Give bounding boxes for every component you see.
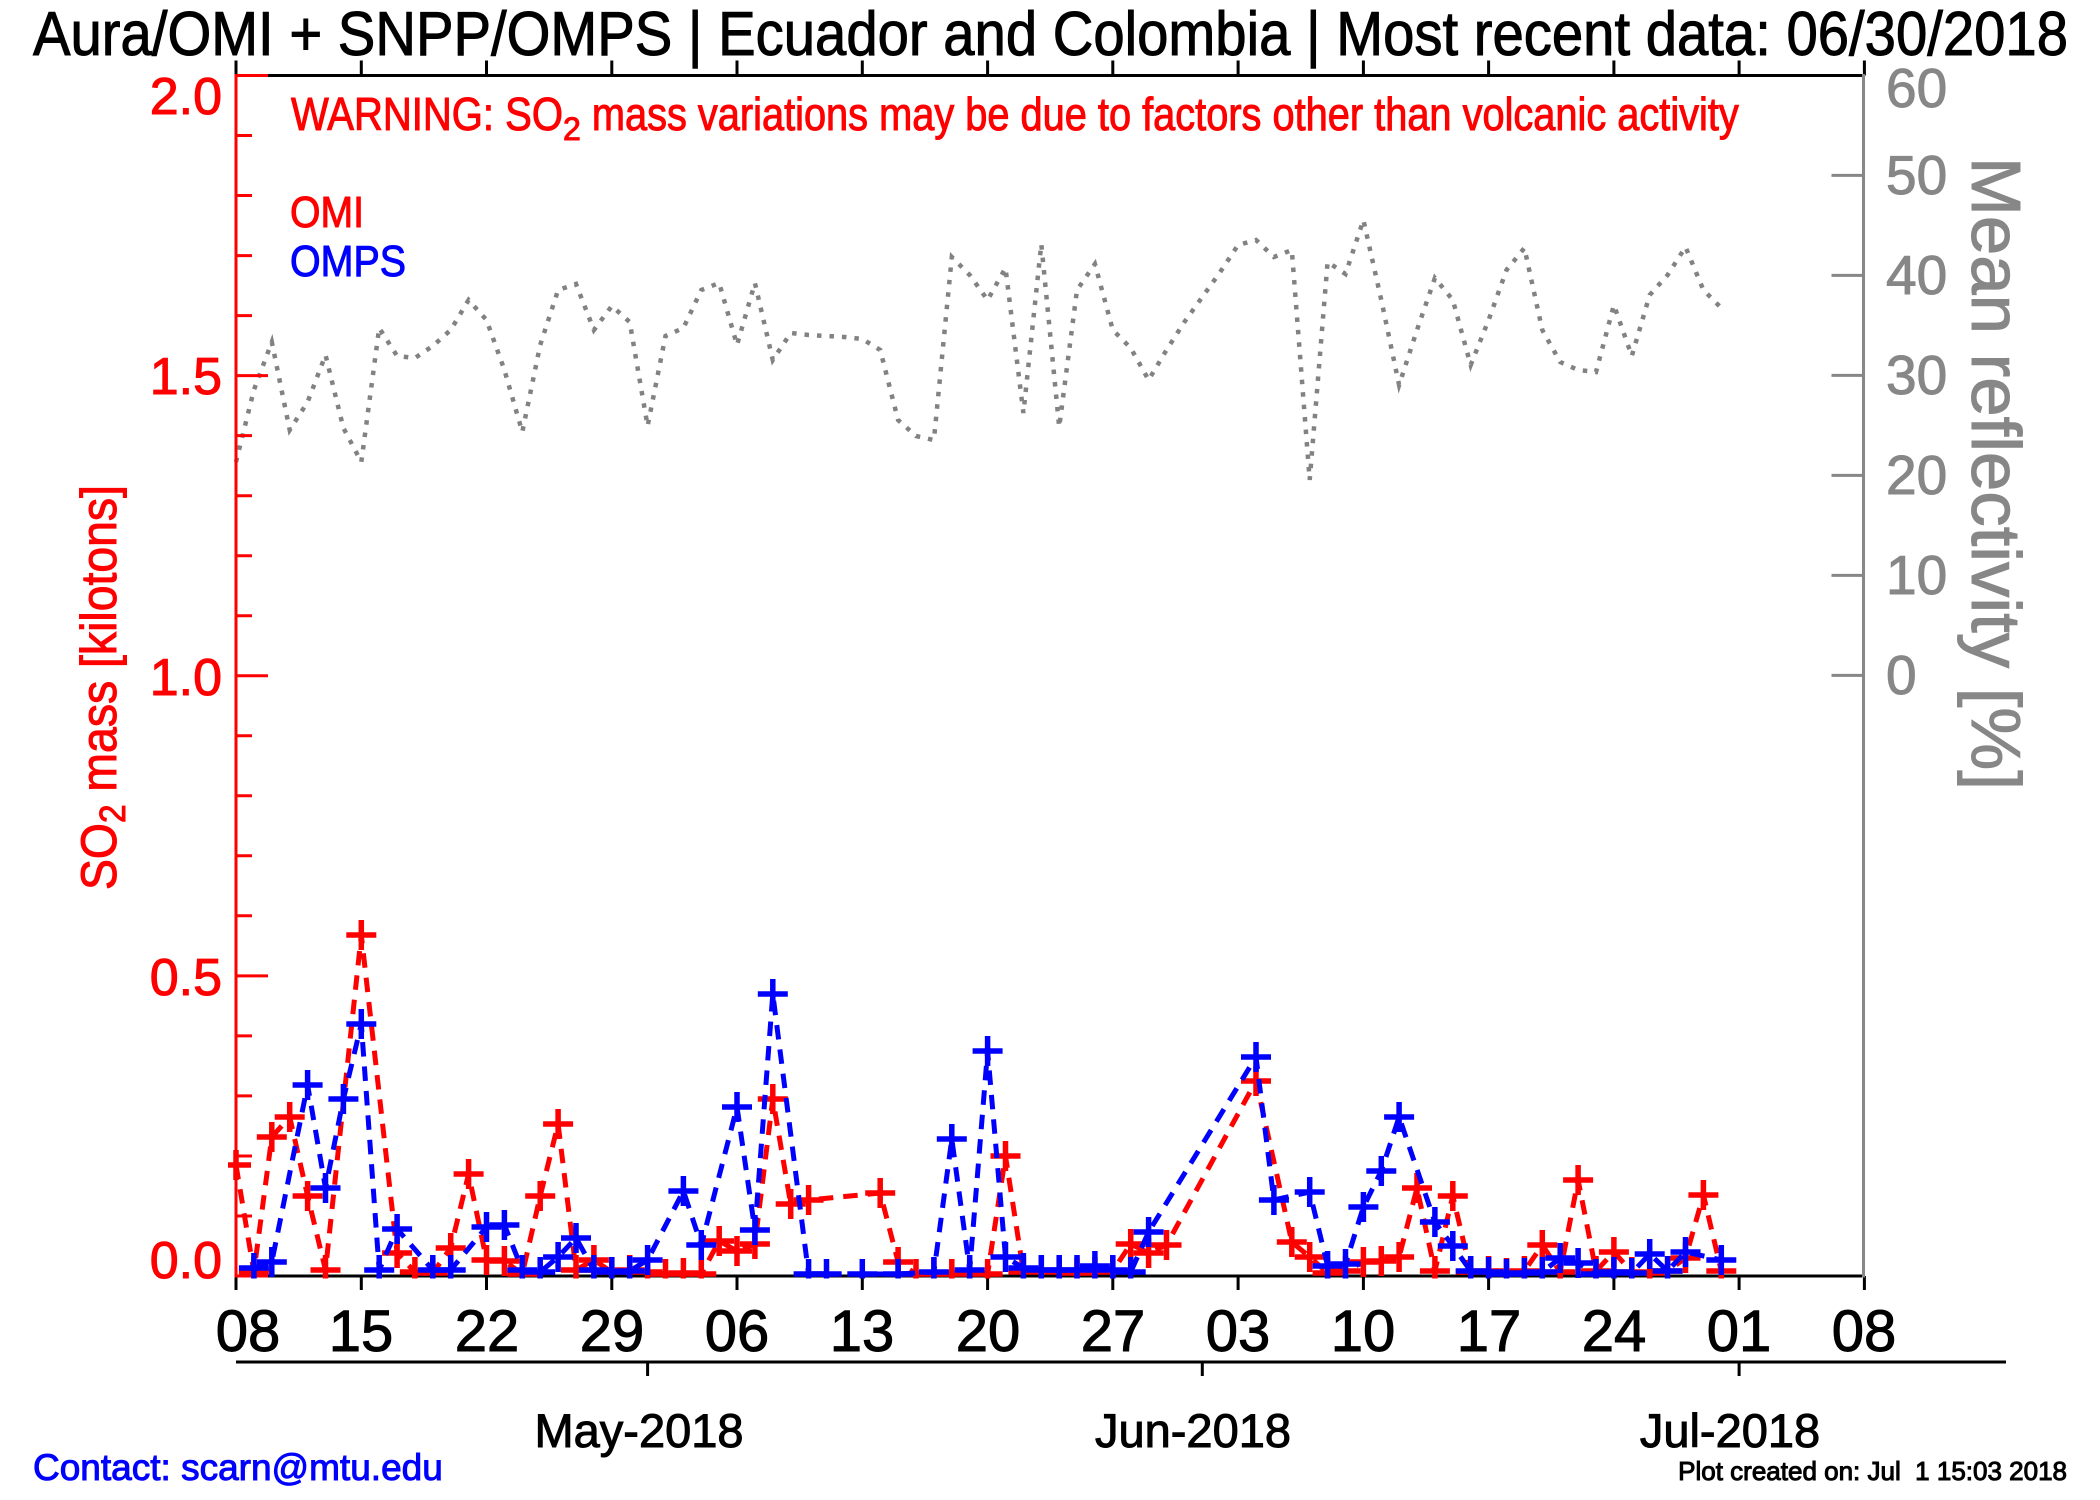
svg-text:10: 10 — [1886, 544, 1947, 606]
svg-text:OMPS: OMPS — [290, 237, 406, 286]
svg-text:22: 22 — [455, 1299, 520, 1364]
svg-text:0.0: 0.0 — [150, 1232, 222, 1290]
svg-text:0.5: 0.5 — [150, 949, 222, 1007]
svg-text:17: 17 — [1457, 1299, 1522, 1364]
svg-text:27: 27 — [1081, 1299, 1146, 1364]
svg-text:WARNING: SO2 mass variations m: WARNING: SO2 mass variations may be due … — [291, 88, 1739, 147]
svg-text:0: 0 — [1886, 644, 1917, 706]
svg-text:60: 60 — [1886, 57, 1947, 119]
svg-text:Plot created on: Jul 1 15:03: Plot created on: Jul 1 15:03 2018 — [1678, 1456, 2067, 1486]
svg-text:2.0: 2.0 — [150, 68, 222, 126]
svg-text:May-2018: May-2018 — [535, 1404, 744, 1457]
svg-text:Jul-2018: Jul-2018 — [1640, 1404, 1820, 1457]
svg-text:OMI: OMI — [290, 188, 364, 237]
svg-text:29: 29 — [580, 1299, 645, 1364]
svg-text:50: 50 — [1886, 144, 1947, 206]
svg-text:30: 30 — [1886, 344, 1947, 406]
svg-text:20: 20 — [1886, 444, 1947, 506]
svg-text:10: 10 — [1331, 1299, 1396, 1364]
svg-text:13: 13 — [830, 1299, 895, 1364]
svg-text:01: 01 — [1707, 1299, 1772, 1364]
svg-text:08: 08 — [216, 1299, 281, 1364]
svg-text:Mean reflectivity [%]: Mean reflectivity [%] — [1957, 157, 2035, 790]
svg-text:40: 40 — [1886, 244, 1947, 306]
svg-text:03: 03 — [1206, 1299, 1271, 1364]
svg-text:08: 08 — [1832, 1299, 1897, 1364]
svg-text:20: 20 — [956, 1299, 1021, 1364]
svg-text:1.5: 1.5 — [150, 348, 222, 406]
svg-text:Contact: scarn@mtu.edu: Contact: scarn@mtu.edu — [33, 1447, 443, 1488]
svg-text:06: 06 — [705, 1299, 770, 1364]
svg-text:Aura/OMI + SNPP/OMPS | Ecuador: Aura/OMI + SNPP/OMPS | Ecuador and Colom… — [33, 0, 2068, 69]
svg-text:15: 15 — [329, 1299, 394, 1364]
svg-text:1.0: 1.0 — [150, 649, 222, 707]
svg-text:SO2 mass [kilotons]: SO2 mass [kilotons] — [71, 485, 133, 890]
svg-text:24: 24 — [1582, 1299, 1647, 1364]
svg-text:Jun-2018: Jun-2018 — [1095, 1404, 1291, 1457]
